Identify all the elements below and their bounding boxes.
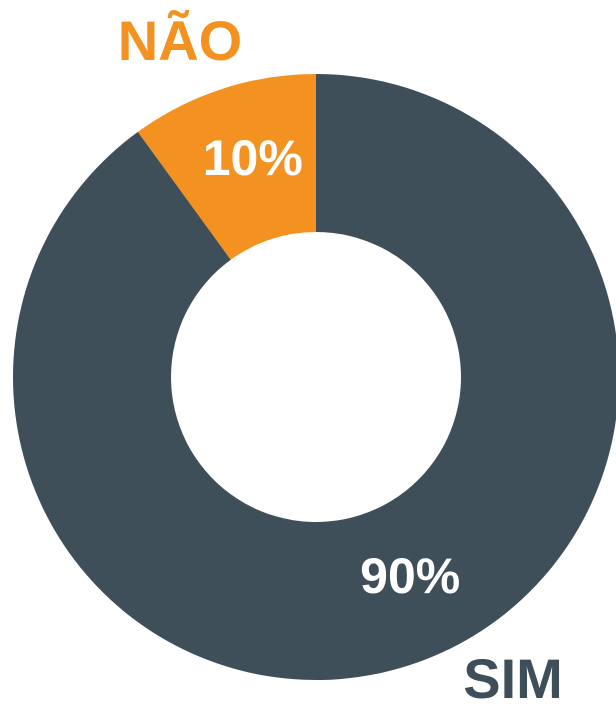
donut-slice [13, 74, 616, 680]
value-label: 90% [360, 548, 460, 604]
category-label: SIM [463, 647, 563, 708]
category-label: NÃO [118, 9, 242, 72]
value-label: 10% [203, 130, 303, 186]
donut-slice [137, 74, 316, 260]
